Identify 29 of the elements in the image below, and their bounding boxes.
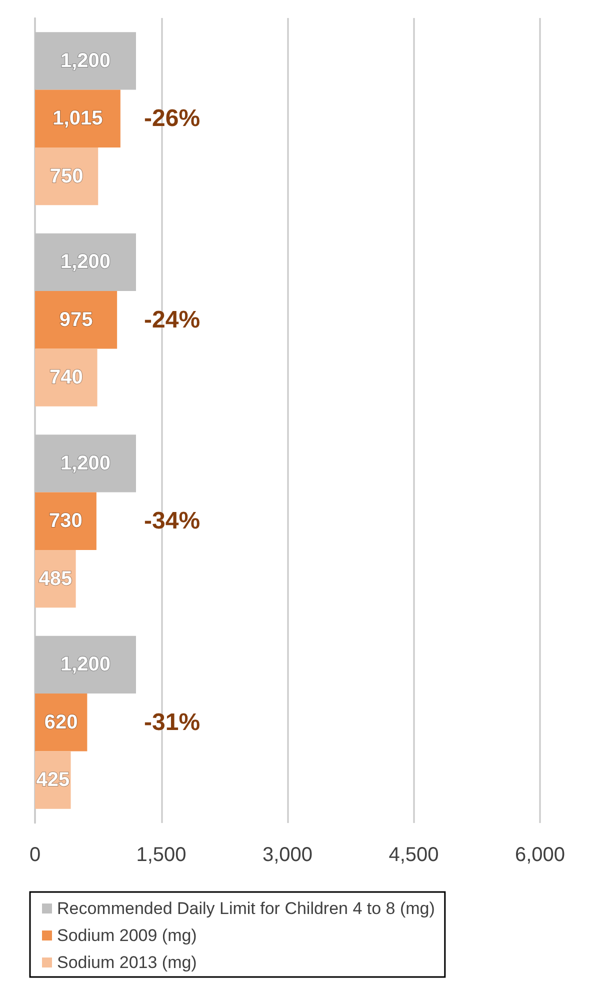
x-tick-label: 1,500	[136, 844, 186, 866]
annotation: -24%	[144, 306, 200, 334]
bar	[35, 147, 98, 206]
x-tick-label: 4,500	[388, 844, 439, 866]
data-label: 425	[36, 769, 70, 792]
x-tick-label: 3,000	[262, 844, 313, 866]
data-label: 485	[38, 568, 72, 590]
data-label: 730	[49, 510, 82, 532]
bar	[35, 90, 120, 148]
legend-label: Recommended Daily Limit for Children 4 to 8 (mg)	[57, 899, 435, 918]
x-tick-label: 0	[29, 844, 41, 866]
bar	[35, 348, 98, 406]
annotation: -26%	[144, 105, 200, 132]
data-label: 1,200	[60, 452, 111, 474]
data-label: 1,200	[60, 654, 111, 676]
data-label: 1,200	[60, 50, 111, 72]
data-label: 750	[50, 165, 84, 188]
data-label: 1,200	[60, 251, 111, 274]
bar	[35, 291, 118, 349]
data-label: 740	[49, 366, 83, 389]
bar	[35, 492, 96, 550]
x-tick-label: 6,000	[514, 844, 566, 866]
data-label: 975	[59, 308, 93, 331]
legend-label: Sodium 2009 (mg)	[57, 926, 197, 945]
annotation: -31%	[144, 708, 200, 736]
data-label: 620	[44, 711, 78, 734]
annotation: -34%	[144, 508, 200, 535]
data-label: 1,015	[52, 108, 103, 130]
legend-label: Sodium 2013 (mg)	[57, 953, 197, 972]
